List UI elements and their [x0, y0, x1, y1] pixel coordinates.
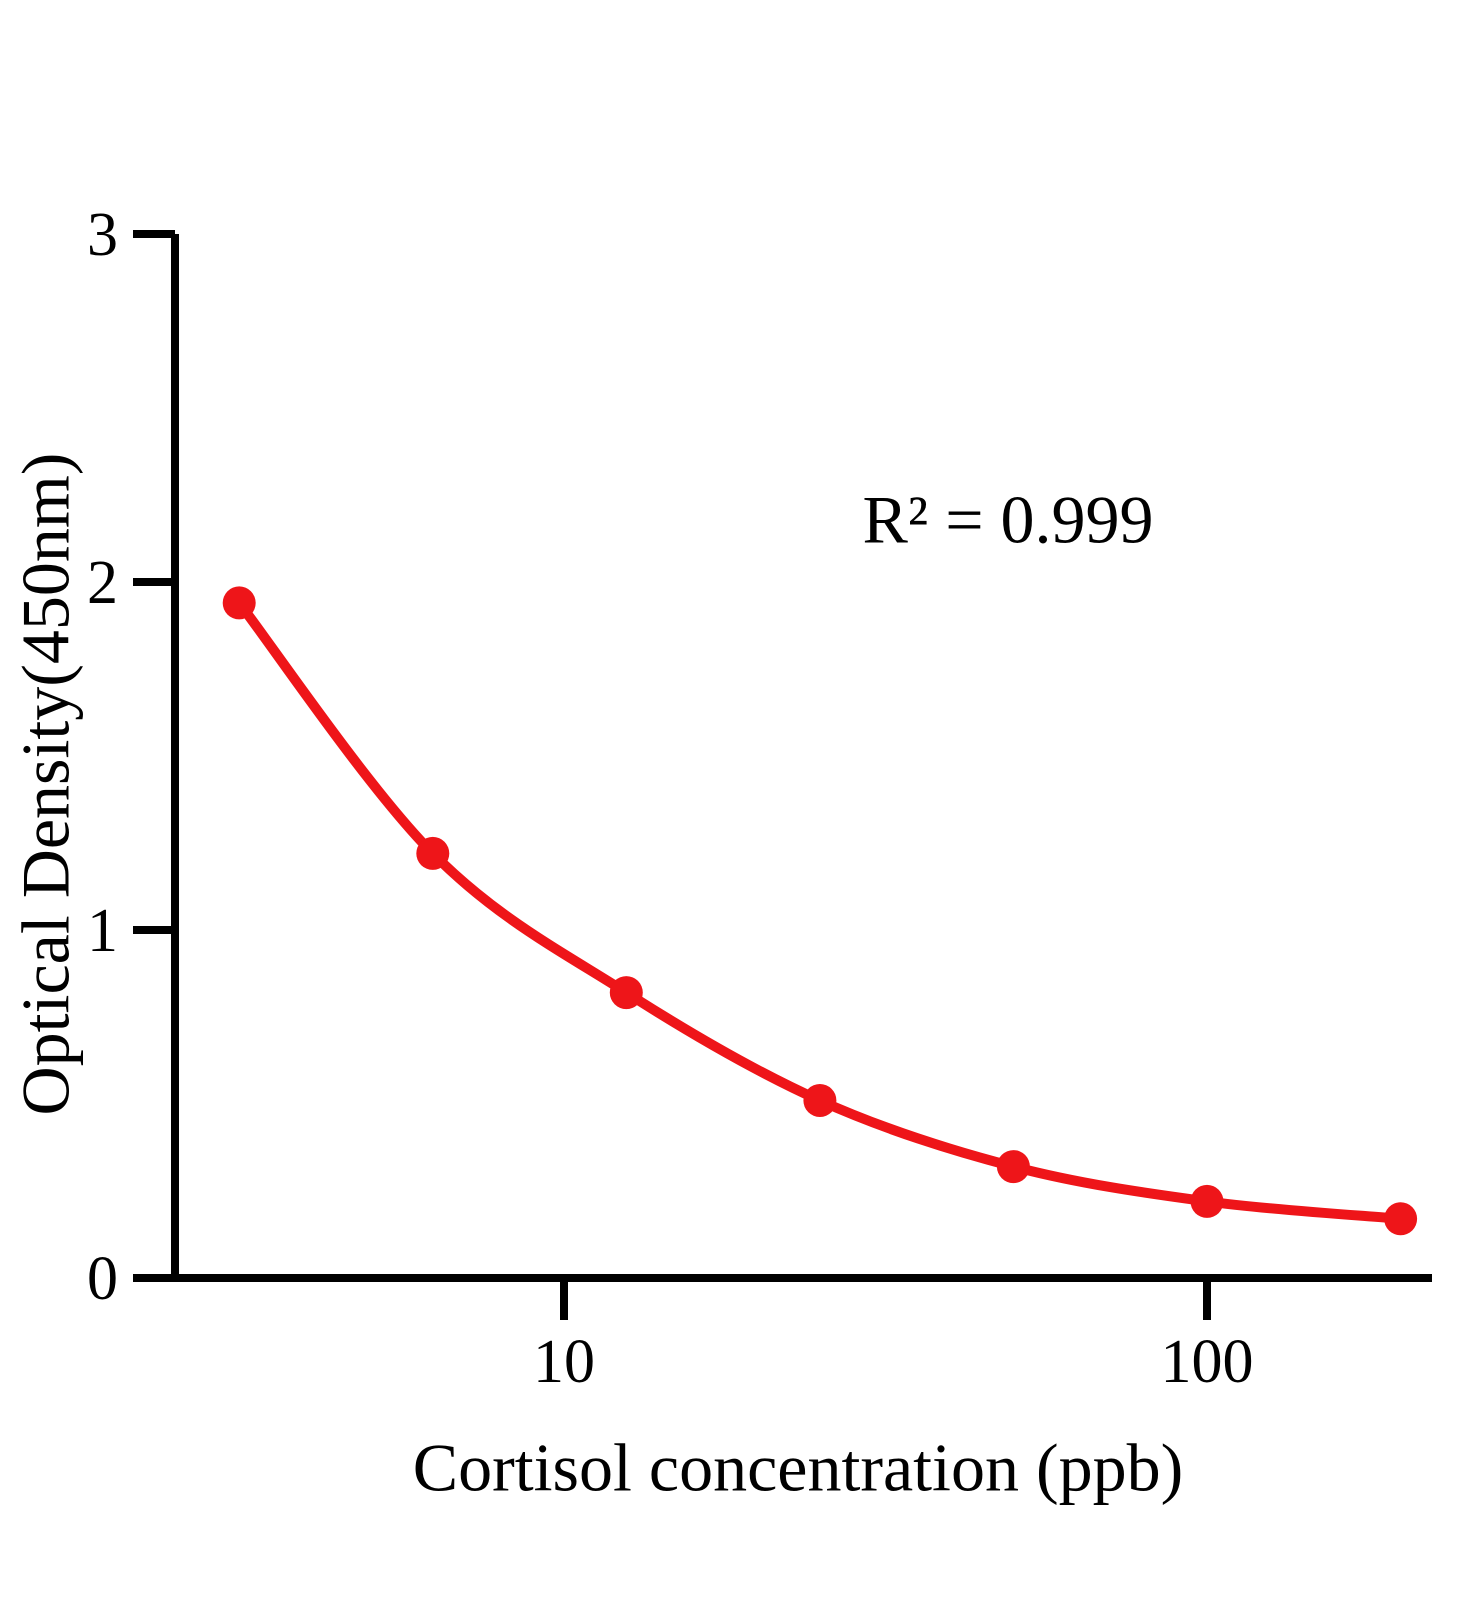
data-point-marker [803, 1084, 837, 1117]
data-point-marker [609, 976, 643, 1010]
y-axis-tick-label: 1 [87, 897, 118, 965]
data-point-marker [416, 836, 450, 870]
y-axis-tick-label: 0 [87, 1245, 118, 1313]
r-squared-annotation: R² = 0.999 [862, 481, 1154, 558]
x-axis-title: Cortisol concentration (ppb) [412, 1429, 1184, 1506]
x-axis-tick-label: 10 [533, 1328, 595, 1396]
x-axis-tick-label: 100 [1161, 1328, 1254, 1396]
data-point-marker [996, 1150, 1030, 1184]
y-axis-tick-label: 2 [87, 549, 118, 617]
data-point-marker [1384, 1202, 1418, 1236]
standard-curve-line [234, 597, 1406, 1224]
y-axis-title: Optical Density(450nm) [7, 452, 84, 1116]
data-point-marker [1190, 1184, 1224, 1218]
y-axis-tick-label: 3 [87, 201, 118, 269]
data-point-marker [222, 586, 256, 620]
